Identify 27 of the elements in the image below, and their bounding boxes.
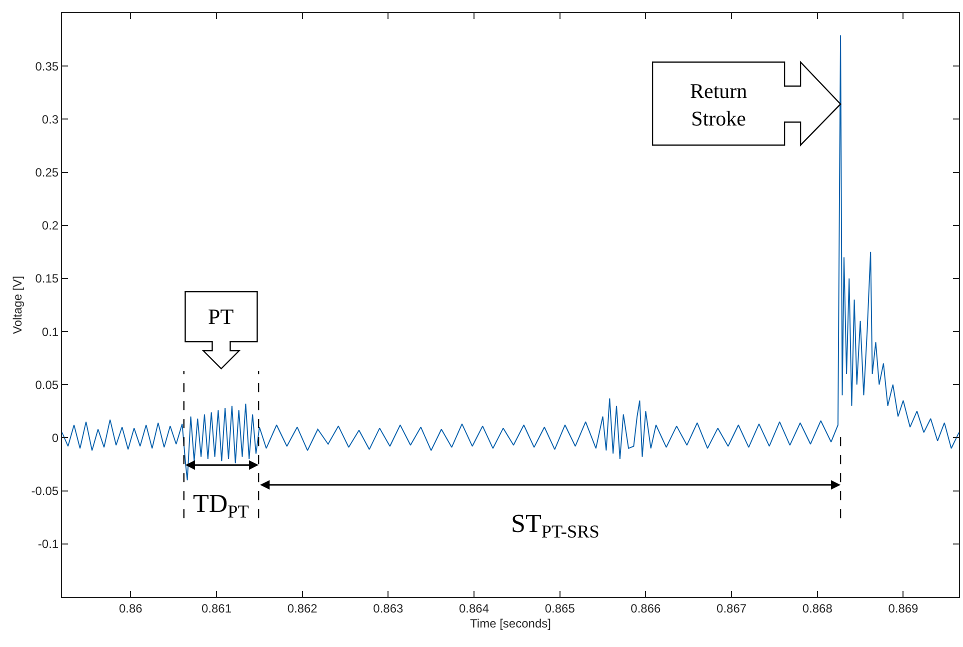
x-tick-label: 0.866 xyxy=(630,601,662,616)
annotation: Return Stroke xyxy=(690,79,748,130)
annotation: TD$_{PT}$ xyxy=(193,489,249,522)
x-tick-label: 0.862 xyxy=(287,601,318,616)
annotation: PT xyxy=(208,304,234,329)
y-tick-label: 0.2 xyxy=(42,218,59,233)
line-series xyxy=(62,34,959,481)
y-axis-title: Voltage [V] xyxy=(10,276,25,334)
x-tick-label: 0.864 xyxy=(459,601,490,616)
y-tick-label: 0 xyxy=(52,430,59,445)
x-tick-label: 0.86 xyxy=(118,601,143,616)
x-axis-title: Time [seconds] xyxy=(470,616,551,630)
y-tick-label: 0.1 xyxy=(42,324,59,339)
y-tick-label: -0.1 xyxy=(38,537,59,552)
y-tick-label: 0.25 xyxy=(35,165,59,180)
x-tick-label: 0.865 xyxy=(544,601,576,616)
y-tick-label: 0.35 xyxy=(35,59,59,74)
x-tick-label: 0.868 xyxy=(802,601,833,616)
y-tick-label: 0.3 xyxy=(42,112,59,126)
annotation: ST$_{PT-SRS}$ xyxy=(511,509,600,542)
x-tick-label: 0.863 xyxy=(373,601,404,616)
x-tick-label: 0.869 xyxy=(888,601,919,616)
y-tick-label: -0.05 xyxy=(31,484,59,498)
x-tick-label: 0.867 xyxy=(716,601,747,616)
y-tick-label: 0.15 xyxy=(35,272,59,286)
y-tick-label: 0.05 xyxy=(35,378,59,392)
x-tick-label: 0.861 xyxy=(201,601,232,616)
